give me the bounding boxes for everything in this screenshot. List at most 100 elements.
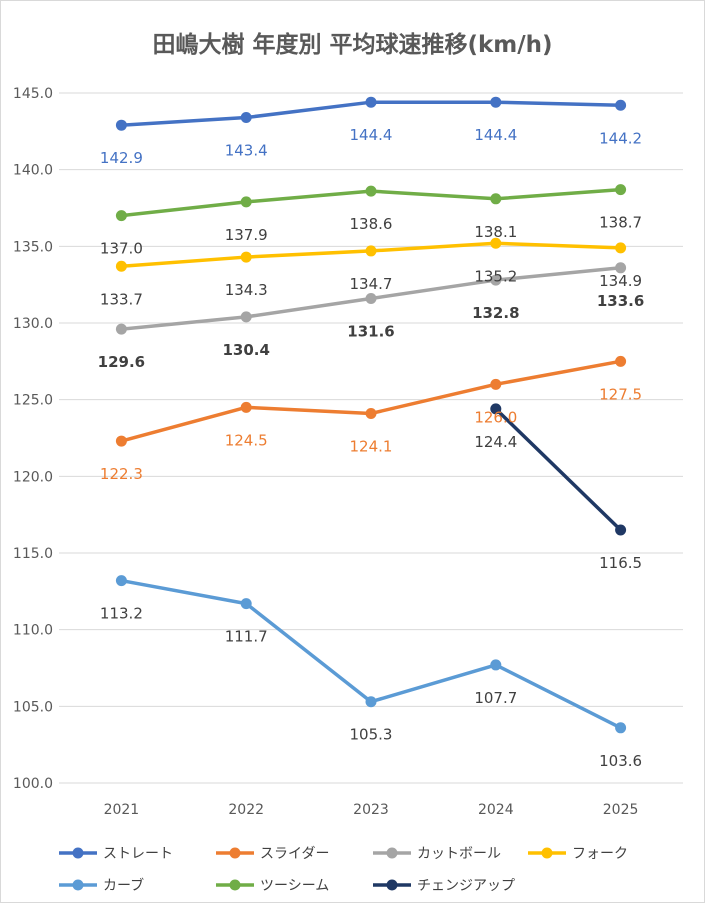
data-label: 133.7 — [100, 290, 143, 308]
data-label: 143.4 — [225, 142, 268, 160]
data-point — [240, 196, 252, 208]
y-tick-label: 105.0 — [13, 699, 53, 715]
data-point — [240, 311, 252, 323]
data-point — [115, 575, 127, 587]
data-label: 138.7 — [599, 214, 642, 232]
data-label: 133.6 — [597, 292, 644, 310]
data-point — [615, 184, 627, 196]
y-tick-label: 125.0 — [13, 393, 53, 409]
y-tick-label: 140.0 — [13, 163, 53, 179]
data-point — [365, 185, 377, 197]
data-label: 126.0 — [474, 408, 517, 426]
data-label: 127.5 — [599, 385, 642, 403]
data-label: 111.7 — [225, 628, 268, 646]
series-3 — [115, 237, 627, 272]
data-label: 144.4 — [474, 126, 517, 144]
data-point — [490, 659, 502, 671]
legend-item: フォーク — [528, 846, 628, 862]
series-line — [120, 359, 621, 443]
data-point — [365, 96, 377, 108]
x-tick-label: 2022 — [228, 802, 264, 818]
data-label: 124.1 — [350, 437, 393, 455]
data-label: 144.2 — [599, 129, 642, 147]
legend-label: チェンジアップ — [417, 878, 515, 894]
legend-marker — [386, 847, 398, 859]
data-labels: 142.9 143.4 144.4 144.4 144.2 122.3 124.5 124.1… — [98, 126, 645, 770]
legend-label: カットボール — [417, 846, 501, 862]
data-label: 144.4 — [350, 126, 393, 144]
y-tick-label: 120.0 — [13, 469, 53, 485]
data-point — [240, 598, 252, 610]
series-6 — [490, 403, 627, 536]
y-axis-tick-labels: 100.0 105.0 110.0 115.0 120.0 125.0 130.0 135.0… — [13, 86, 53, 792]
legend-label: フォーク — [572, 846, 628, 862]
legend-marker — [229, 847, 241, 859]
data-label: 129.6 — [98, 353, 145, 371]
x-tick-label: 2023 — [353, 802, 389, 818]
series-line — [494, 407, 622, 532]
data-label: 134.7 — [350, 275, 393, 293]
data-label: 122.3 — [100, 465, 143, 483]
data-label: 142.9 — [100, 149, 143, 167]
data-point — [240, 112, 252, 124]
data-label: 134.9 — [599, 272, 642, 290]
legend-label: スライダー — [260, 846, 329, 862]
data-label: 131.6 — [347, 322, 394, 340]
data-point — [115, 435, 127, 447]
y-tick-label: 110.0 — [13, 623, 53, 639]
x-axis-tick-labels: 2021 2022 2023 2024 2025 — [104, 802, 639, 818]
data-point — [615, 242, 627, 254]
legend-label: カーブ — [103, 877, 144, 894]
data-label: 107.7 — [474, 689, 517, 707]
series-5 — [115, 184, 627, 222]
legend-item: チェンジアップ — [373, 878, 515, 894]
data-label: 132.8 — [472, 304, 519, 322]
data-point — [490, 193, 502, 205]
y-tick-label: 145.0 — [13, 86, 53, 102]
series-2 — [115, 262, 627, 335]
y-tick-label: 135.0 — [13, 239, 53, 255]
data-label: 103.6 — [599, 752, 642, 770]
legend-marker — [229, 879, 241, 891]
data-point — [115, 323, 127, 335]
data-point — [365, 245, 377, 257]
data-point — [490, 96, 502, 108]
legend-item: カーブ — [59, 877, 144, 894]
x-tick-label: 2025 — [603, 802, 639, 818]
data-point — [115, 210, 127, 222]
chart-title: 田嶋大樹 年度別 平均球速推移(km/h) — [152, 32, 553, 58]
x-tick-label: 2021 — [104, 802, 140, 818]
x-tick-label: 2024 — [478, 802, 514, 818]
data-label: 116.5 — [599, 554, 642, 572]
data-point — [240, 401, 252, 413]
data-label: 105.3 — [350, 726, 393, 744]
series-lines — [115, 96, 627, 734]
legend-item: カットボール — [373, 846, 501, 862]
data-point — [490, 274, 502, 286]
data-label: 138.6 — [350, 215, 393, 233]
legend-marker — [541, 847, 553, 859]
data-point — [115, 260, 127, 272]
data-point — [490, 378, 502, 390]
data-point — [615, 99, 627, 111]
legend-marker — [72, 879, 84, 891]
data-point — [365, 292, 377, 304]
data-point — [615, 262, 627, 274]
data-label: 130.4 — [222, 341, 269, 359]
data-point — [615, 722, 627, 734]
series-4 — [115, 575, 627, 734]
y-tick-label: 115.0 — [13, 546, 53, 562]
legend-label: ツーシーム — [260, 878, 329, 894]
legend-item: ストレート — [59, 846, 173, 862]
legend-item: スライダー — [216, 846, 329, 862]
data-label: 137.0 — [100, 240, 143, 258]
legend-marker — [386, 879, 398, 891]
y-tick-label: 100.0 — [13, 776, 53, 792]
legend-marker — [72, 847, 84, 859]
legend-label: ストレート — [103, 846, 173, 862]
data-point — [490, 403, 502, 415]
data-label: 134.3 — [225, 281, 268, 299]
data-label: 124.5 — [225, 431, 268, 449]
data-point — [115, 119, 127, 131]
